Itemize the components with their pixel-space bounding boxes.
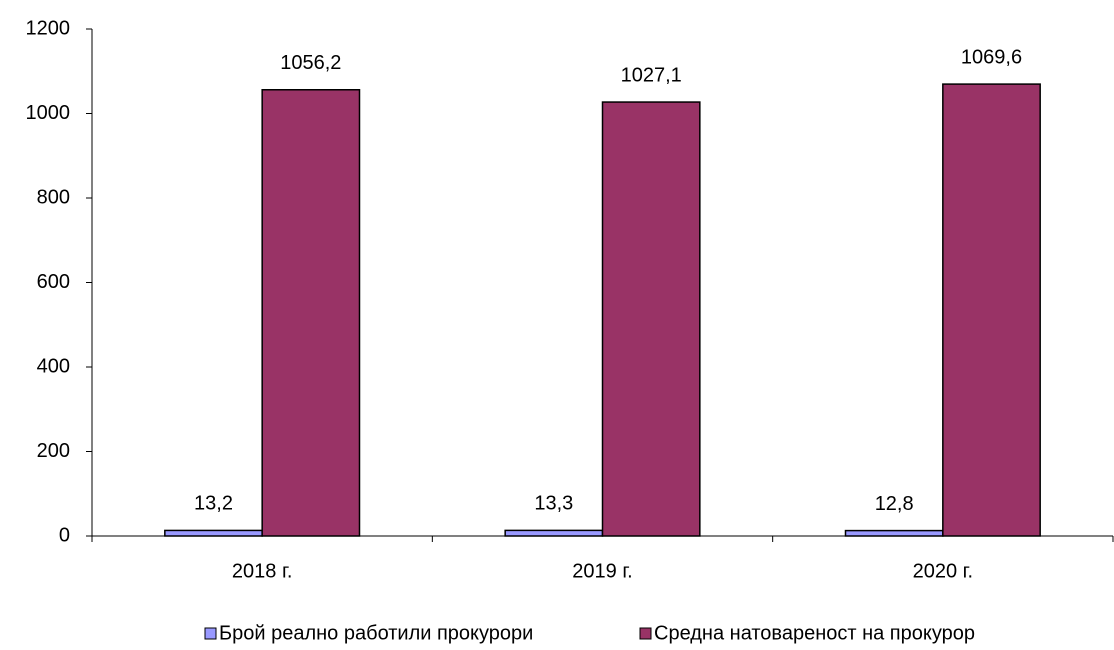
value-label: 12,8 — [875, 493, 914, 515]
legend-label: Брой реално работили прокурори — [219, 622, 533, 644]
y-tick-label: 200 — [37, 440, 70, 462]
legend-label: Средна натовареност на прокурор — [654, 622, 975, 644]
y-tick-label: 400 — [37, 355, 70, 377]
bar — [844, 529, 944, 537]
y-tick-label: 0 — [59, 524, 70, 546]
value-label: 13,3 — [534, 493, 573, 515]
bar — [942, 83, 1041, 537]
bar — [261, 89, 361, 537]
y-tick-label: 1200 — [26, 17, 71, 39]
x-tick-label: 2019 г. — [572, 560, 632, 582]
x-tick-label: 2020 г. — [913, 560, 973, 582]
legend-swatch — [204, 627, 217, 640]
y-tick-label: 600 — [37, 271, 70, 293]
legend-swatch — [639, 627, 652, 640]
value-label: 1056,2 — [280, 52, 341, 74]
x-tick-label: 2018 г. — [232, 560, 292, 582]
value-label: 1027,1 — [621, 64, 682, 86]
y-tick-label: 1000 — [26, 102, 71, 124]
value-label: 1069,6 — [961, 46, 1022, 68]
y-tick-label: 800 — [37, 186, 70, 208]
bar — [601, 101, 701, 537]
bar — [504, 529, 604, 537]
value-label: 13,2 — [194, 493, 233, 515]
bar — [164, 529, 263, 537]
